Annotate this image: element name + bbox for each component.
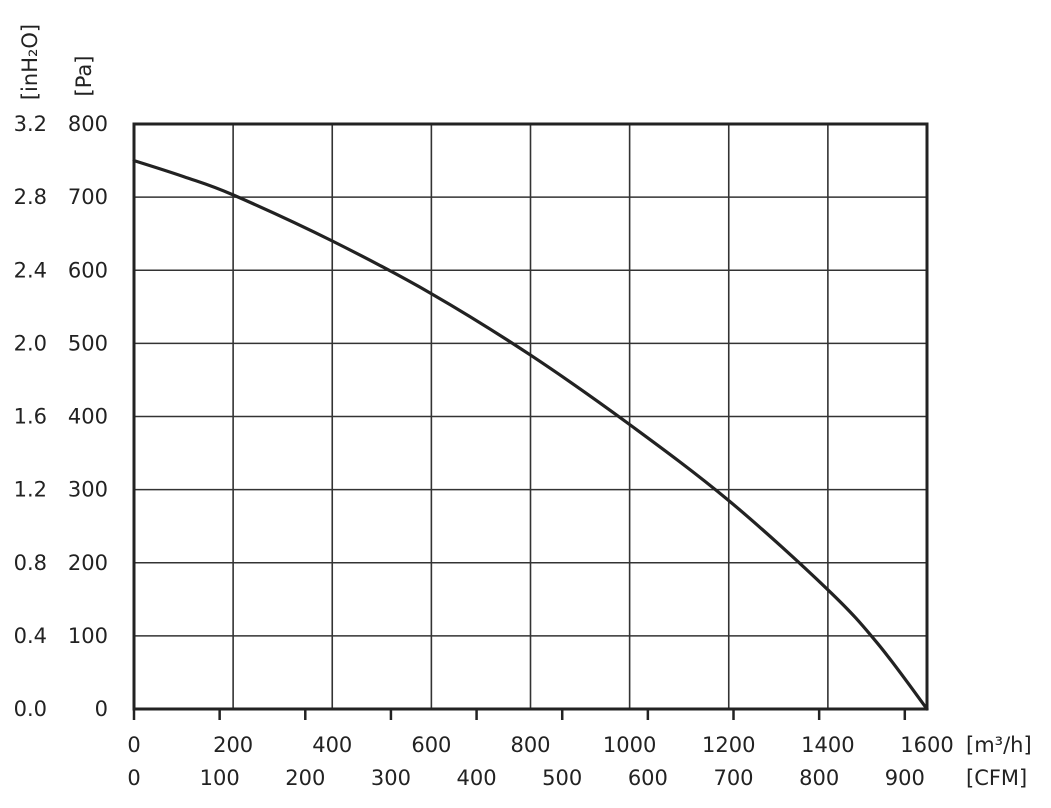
y-secondary-tick-label: 3.2 (14, 112, 47, 136)
x-primary-tick-label: 600 (411, 733, 451, 757)
y-secondary-tick-labels: 0.0 0.4 0.8 1.2 1.6 2.0 2.4 2.8 3.2 (14, 112, 47, 721)
x-secondary-tick-label: 600 (628, 766, 668, 790)
x-secondary-tick-label: 400 (457, 766, 497, 790)
y-secondary-tick-label: 2.8 (14, 185, 47, 209)
y-primary-tick-label: 0 (95, 697, 108, 721)
y-secondary-tick-label: 0.0 (14, 697, 47, 721)
y-secondary-tick-label: 0.8 (14, 551, 47, 575)
x-primary-tick-label: 400 (312, 733, 352, 757)
y-secondary-tick-label: 2.4 (14, 258, 47, 282)
y-primary-tick-labels: 0 100 200 300 400 500 600 700 800 (68, 112, 108, 721)
y-primary-tick-label: 500 (68, 331, 108, 355)
y-primary-unit-label: [Pa] (72, 56, 96, 97)
x-secondary-tick-label: 200 (285, 766, 325, 790)
y-secondary-unit-label: [inH₂O] (18, 24, 42, 100)
x-primary-tick-label: 200 (213, 733, 253, 757)
grid-lines (134, 124, 927, 709)
y-primary-tick-label: 400 (68, 405, 108, 429)
y-primary-tick-label: 300 (68, 478, 108, 502)
x-primary-tick-label: 1200 (702, 733, 755, 757)
pressure-curve (132, 159, 929, 711)
x-secondary-tick-labels: 0 100 200 300 400 500 600 700 800 900 (127, 766, 925, 790)
x-secondary-tick-label: 300 (371, 766, 411, 790)
x-primary-tick-label: 1600 (900, 733, 953, 757)
x-secondary-tick-label: 700 (713, 766, 753, 790)
x-secondary-tick-label: 900 (885, 766, 925, 790)
x-secondary-tick-label: 100 (200, 766, 240, 790)
x-axis-ticks (132, 709, 907, 720)
y-primary-tick-label: 200 (68, 551, 108, 575)
y-secondary-tick-label: 2.0 (14, 331, 47, 355)
x-primary-tick-label: 1400 (801, 733, 854, 757)
plot-frame (132, 122, 929, 711)
x-primary-tick-label: 800 (510, 733, 550, 757)
y-primary-tick-label: 700 (68, 185, 108, 209)
x-secondary-unit-label: [CFM] (966, 766, 1027, 790)
x-secondary-tick-label: 500 (542, 766, 582, 790)
x-secondary-tick-label: 0 (127, 766, 140, 790)
x-primary-tick-labels: 0 200 400 600 800 1000 1200 1400 1600 (127, 733, 953, 757)
y-primary-tick-label: 800 (68, 112, 108, 136)
x-primary-tick-label: 0 (127, 733, 140, 757)
y-primary-tick-label: 100 (68, 624, 108, 648)
y-secondary-tick-label: 1.6 (14, 405, 47, 429)
x-secondary-tick-label: 800 (799, 766, 839, 790)
y-secondary-tick-label: 0.4 (14, 624, 47, 648)
y-primary-tick-label: 600 (68, 258, 108, 282)
x-primary-tick-label: 1000 (603, 733, 656, 757)
y-secondary-tick-label: 1.2 (14, 478, 47, 502)
x-primary-unit-label: [m³/h] (966, 733, 1032, 757)
